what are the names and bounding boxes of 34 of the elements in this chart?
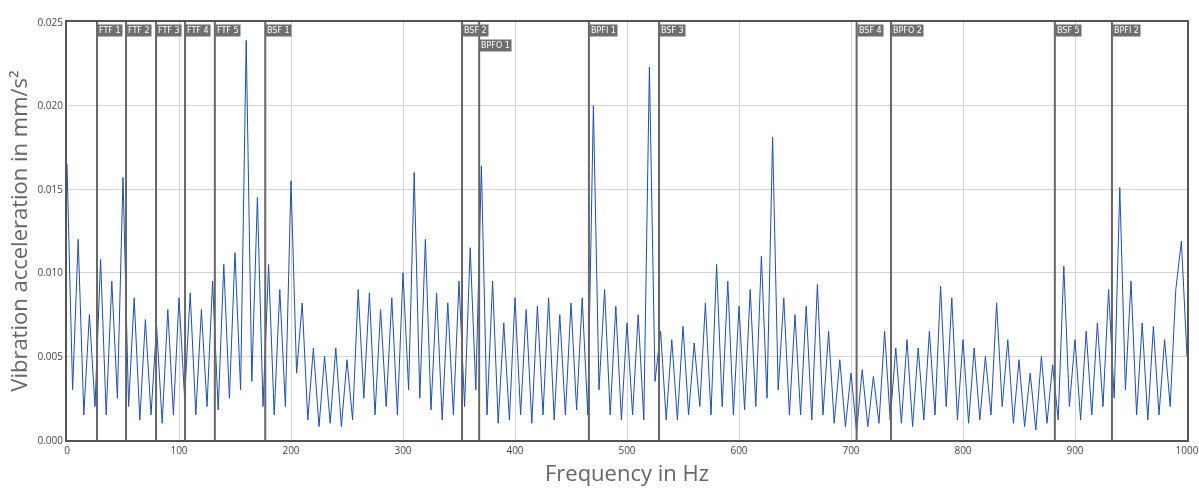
y-tick-label: 0.000 xyxy=(37,432,64,447)
ref-line-label: BPFO 1 xyxy=(481,41,510,50)
ref-line-label: BPFI 2 xyxy=(1114,26,1139,35)
y-tick-label: 0.010 xyxy=(37,265,64,280)
x-tick-label: 900 xyxy=(1066,443,1084,457)
x-tick-label: 500 xyxy=(618,443,636,457)
ref-line-label: BSF 3 xyxy=(661,26,684,35)
ref-line-label: BSF 5 xyxy=(1057,26,1080,35)
x-tick-label: 800 xyxy=(954,443,972,457)
x-tick-label: 300 xyxy=(394,443,412,457)
y-tick-label: 0.015 xyxy=(37,181,64,196)
ref-line-label: FTF 4 xyxy=(187,26,209,35)
ref-line-label: FTF 2 xyxy=(128,26,150,35)
x-tick-label: 700 xyxy=(842,443,860,457)
ref-line-label: BSF 1 xyxy=(267,26,290,35)
x-tick-label: 1000 xyxy=(1175,443,1199,457)
ref-line-label: BPFO 2 xyxy=(893,26,922,35)
x-tick-label: 0 xyxy=(64,443,71,457)
y-axis-title: Vibration acceleration in mm/s² xyxy=(2,70,33,392)
y-tick-label: 0.025 xyxy=(37,14,64,29)
line-series xyxy=(67,39,1187,433)
y-tick-label: 0.005 xyxy=(37,348,64,363)
x-tick-label: 600 xyxy=(730,443,748,457)
ref-line-label: BSF 4 xyxy=(859,26,882,35)
x-tick-label: 200 xyxy=(282,443,300,457)
ref-line-label: BSF 2 xyxy=(464,26,487,35)
ref-line-label: FTF 1 xyxy=(99,26,121,35)
ref-line-label: FTF 5 xyxy=(217,26,239,35)
ref-line-label: FTF 3 xyxy=(158,26,180,35)
ref-line-label: BPFI 1 xyxy=(591,26,616,35)
y-tick-label: 0.020 xyxy=(37,98,64,113)
x-tick-label: 400 xyxy=(506,443,524,457)
x-tick-label: 100 xyxy=(170,443,188,457)
x-axis-title: Frequency in Hz xyxy=(544,457,710,487)
